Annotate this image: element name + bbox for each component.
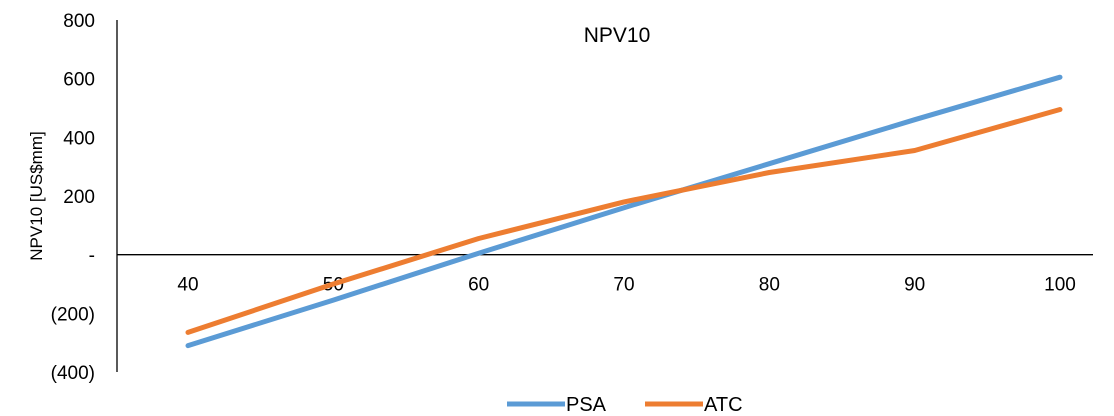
x-tick-label: 60	[468, 275, 489, 296]
x-tick-label: 100	[1044, 275, 1076, 296]
y-tick-label: (400)	[51, 363, 95, 384]
y-tick-label: -	[89, 246, 95, 267]
y-tick-label: 200	[63, 187, 95, 208]
axes	[116, 20, 1093, 372]
x-tick-label: 40	[177, 275, 198, 296]
series-line-atc	[185, 107, 1063, 335]
y-tick-labels: 800 600 400 200 - (200) (400)	[51, 11, 95, 384]
y-tick-label: 400	[63, 128, 95, 149]
x-tick-label: 90	[904, 275, 925, 296]
series-lines	[185, 74, 1063, 349]
x-tick-label: 80	[759, 275, 780, 296]
y-tick-label: 800	[63, 11, 95, 32]
y-tick-label: (200)	[51, 304, 95, 325]
y-axis-label: NPV10 [US$mm]	[27, 131, 46, 260]
series-line-psa	[185, 74, 1063, 349]
legend: PSA ATC	[507, 394, 743, 416]
chart-title: NPV10	[584, 24, 651, 47]
x-tick-label: 70	[613, 275, 634, 296]
y-tick-label: 600	[63, 70, 95, 91]
legend-label-psa: PSA	[566, 394, 607, 416]
legend-label-atc: ATC	[704, 394, 743, 416]
